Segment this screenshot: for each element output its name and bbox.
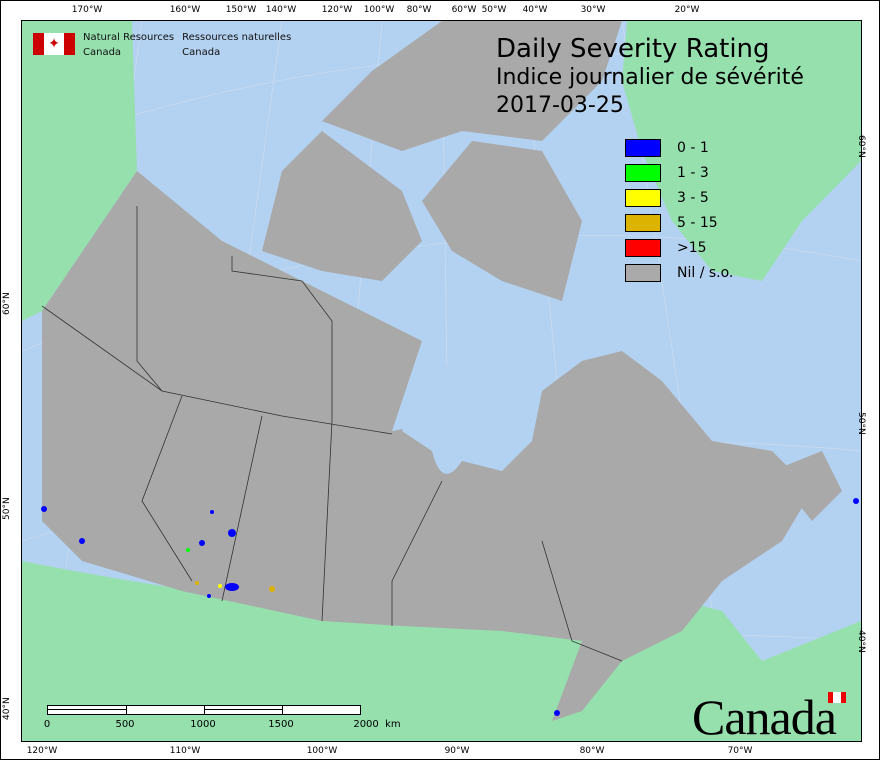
legend-swatch xyxy=(625,138,661,157)
agency-country-fr: Canada xyxy=(182,47,221,58)
agency-country-en: Canada xyxy=(83,47,122,58)
legend-item: 5 - 15 xyxy=(625,210,733,235)
top-lon-label: 50°W xyxy=(481,5,507,15)
legend-label: >15 xyxy=(677,239,707,256)
scale-label: 2000 km xyxy=(353,719,401,730)
top-lon-label: 140°W xyxy=(265,5,297,15)
legend-label: 3 - 5 xyxy=(677,189,709,206)
legend-swatch xyxy=(625,238,661,257)
top-lon-label: 20°W xyxy=(674,5,700,15)
bottom-lon-label: 100°W xyxy=(306,746,338,756)
alaska xyxy=(22,21,137,321)
legend-item: Nil / s.o. xyxy=(625,260,733,285)
arctic-islands xyxy=(262,131,422,281)
legend: 0 - 1 1 - 3 3 - 5 5 - 15 >15 Nil / s.o. xyxy=(625,135,733,285)
legend-swatch xyxy=(625,213,661,232)
map-svg xyxy=(22,21,861,741)
canada-flag-logo: ✦ xyxy=(33,33,75,55)
right-lat-label: 50°N xyxy=(856,412,866,435)
bottom-lon-label: 80°W xyxy=(579,746,605,756)
provincial-borders xyxy=(41,206,623,662)
greenland xyxy=(622,21,861,281)
agency-name-fr: Ressources naturelles xyxy=(182,32,292,43)
map-date: 2017-03-25 xyxy=(496,93,624,118)
scale-label: 500 xyxy=(115,719,135,730)
right-lat-label: 40°N xyxy=(856,630,866,653)
bottom-lon-label: 70°W xyxy=(727,746,753,756)
ellesmere-island xyxy=(322,21,622,151)
legend-item: >15 xyxy=(625,235,733,260)
severity-spots xyxy=(41,498,859,716)
legend-label: 5 - 15 xyxy=(677,214,718,231)
top-lon-label: 120°W xyxy=(321,5,353,15)
legend-swatch xyxy=(625,188,661,207)
top-lon-label: 40°W xyxy=(522,5,548,15)
canada-wordmark: Canada xyxy=(692,689,837,745)
left-lat-label: 40°N xyxy=(2,697,12,720)
legend-item: 3 - 5 xyxy=(625,185,733,210)
top-lon-label: 150°W xyxy=(225,5,257,15)
bottom-lon-label: 110°W xyxy=(169,746,201,756)
map-title: Daily Severity Rating Indice journalier … xyxy=(496,34,804,120)
top-lon-label: 160°W xyxy=(169,5,201,15)
title-fr: Indice journalier de sévérité xyxy=(496,65,804,90)
agency-name-en: Natural Resources xyxy=(83,32,175,43)
top-lon-label: 170°W xyxy=(71,5,103,15)
legend-item: 1 - 3 xyxy=(625,160,733,185)
bottom-lon-label: 120°W xyxy=(26,746,58,756)
left-lat-label: 60°N xyxy=(2,292,12,315)
right-lat-label: 60°N xyxy=(856,135,866,158)
top-lon-label: 80°W xyxy=(406,5,432,15)
legend-label: Nil / s.o. xyxy=(677,264,734,281)
top-lon-label: 30°W xyxy=(580,5,606,15)
legend-label: 0 - 1 xyxy=(677,139,709,156)
left-lat-label: 50°N xyxy=(2,497,12,520)
legend-swatch xyxy=(625,163,661,182)
scale-label: 0 xyxy=(43,719,51,730)
hudson-bay xyxy=(402,359,534,474)
map-canvas[interactable] xyxy=(21,20,862,742)
nrcan-signature: ✦ Natural Resources Canada Ressources nat… xyxy=(33,30,291,60)
top-lon-label: 60°W xyxy=(451,5,477,15)
title-en: Daily Severity Rating xyxy=(496,34,770,64)
wordmark-flag-icon xyxy=(828,692,846,703)
top-lon-label: 100°W xyxy=(363,5,395,15)
scale-label: 1000 xyxy=(190,719,216,730)
newfoundland xyxy=(772,451,842,521)
scale-bar: 0 500 1000 1500 2000 km xyxy=(44,705,401,730)
bottom-lon-label: 90°W xyxy=(444,746,470,756)
legend-item: 0 - 1 xyxy=(625,135,733,160)
legend-label: 1 - 3 xyxy=(677,164,709,181)
baffin-island xyxy=(422,141,582,301)
scale-label: 1500 xyxy=(268,719,294,730)
legend-swatch xyxy=(625,263,661,282)
